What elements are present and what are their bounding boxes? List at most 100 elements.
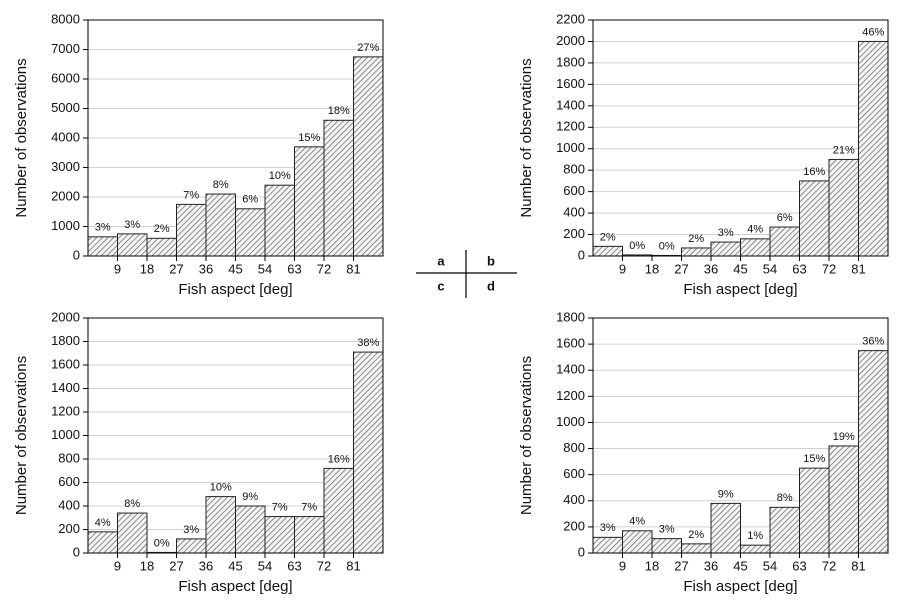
- bar: [117, 512, 148, 554]
- bar: [235, 505, 266, 554]
- y-tick-label: 4000: [51, 129, 80, 144]
- y-tick-label: 1000: [556, 414, 585, 429]
- x-tick-label: 9: [619, 261, 626, 276]
- bar: [769, 506, 800, 554]
- x-tick-label: 36: [704, 261, 718, 276]
- bar-label: 6%: [242, 194, 258, 206]
- x-tick-label: 27: [169, 558, 183, 573]
- bar: [205, 193, 236, 257]
- y-tick-label: 2000: [51, 188, 80, 203]
- bar-label: 8%: [124, 498, 140, 510]
- y-tick-label: 1400: [556, 362, 585, 377]
- x-tick-label: 63: [792, 558, 806, 573]
- y-tick-label: 600: [563, 466, 585, 481]
- y-tick-label: 600: [563, 183, 585, 198]
- y-tick-label: 2000: [51, 309, 80, 324]
- bar-label: 0%: [629, 240, 645, 252]
- bar-label: 19%: [833, 431, 855, 443]
- x-tick-label: 36: [199, 558, 213, 573]
- bar-label: 0%: [659, 240, 675, 252]
- key-label: b: [487, 253, 495, 268]
- y-tick-label: 1800: [51, 333, 80, 348]
- y-tick-label: 1400: [556, 97, 585, 112]
- y-tick-label: 0: [73, 544, 80, 559]
- bar: [323, 467, 354, 554]
- y-tick-label: 2200: [556, 11, 585, 26]
- bar-label: 38%: [357, 337, 379, 349]
- y-tick-label: 200: [563, 518, 585, 533]
- bar-label: 7%: [301, 501, 317, 513]
- bar: [87, 531, 118, 554]
- bar-label: 36%: [862, 336, 884, 348]
- panel: 0 200 400 600 800 1000 1200 1400 1600 1800 2000 9 18…: [13, 309, 384, 595]
- x-tick-label: 81: [851, 261, 865, 276]
- bar: [235, 208, 266, 257]
- bar: [592, 536, 623, 554]
- y-axis-title: Number of observations: [13, 356, 30, 515]
- bar: [622, 530, 653, 554]
- bar-label: 15%: [298, 132, 320, 144]
- x-tick-label: 54: [258, 558, 272, 573]
- y-tick-label: 400: [563, 492, 585, 507]
- y-tick-label: 1200: [556, 388, 585, 403]
- x-tick-label: 27: [674, 261, 688, 276]
- y-tick-label: 1600: [51, 356, 80, 371]
- y-axis-title: Number of observations: [13, 58, 30, 217]
- y-tick-label: 400: [563, 205, 585, 220]
- bar-label: 1%: [747, 530, 763, 542]
- bar-label: 0%: [154, 537, 170, 549]
- bar: [294, 516, 325, 554]
- x-tick-label: 72: [317, 261, 331, 276]
- x-tick-label: 81: [346, 261, 360, 276]
- bar: [146, 237, 177, 257]
- x-tick-label: 45: [228, 261, 242, 276]
- bar-label: 8%: [213, 179, 229, 191]
- bar-label: 9%: [718, 488, 734, 500]
- bar-label: 7%: [183, 189, 199, 201]
- plot-frame: [87, 19, 384, 257]
- bar-label: 15%: [803, 453, 825, 465]
- x-tick-label: 45: [228, 558, 242, 573]
- bar-label: 21%: [833, 144, 855, 156]
- y-axis-title: Number of observations: [518, 58, 535, 217]
- bar-label: 3%: [183, 524, 199, 536]
- x-tick-label: 9: [114, 558, 121, 573]
- y-tick-label: 200: [58, 521, 80, 536]
- bar-label: 9%: [242, 491, 258, 503]
- y-tick-label: 800: [563, 440, 585, 455]
- plot-frame: [592, 317, 889, 554]
- bar: [205, 496, 236, 554]
- bar-label: 7%: [272, 501, 288, 513]
- bar: [740, 544, 771, 554]
- y-tick-label: 7000: [51, 41, 80, 56]
- y-tick-label: 0: [578, 247, 585, 262]
- y-tick-label: 0: [578, 544, 585, 559]
- bar-label: 10%: [210, 482, 232, 494]
- bar-label: 3%: [124, 219, 140, 231]
- x-axis-title: Fish aspect [deg]: [178, 281, 292, 298]
- panel-key: a b c d: [416, 250, 517, 298]
- bar: [176, 203, 207, 257]
- y-tick-label: 2000: [556, 33, 585, 48]
- x-tick-label: 54: [763, 558, 777, 573]
- y-tick-label: 8000: [51, 11, 80, 26]
- bar: [176, 538, 207, 554]
- x-axis-title: Fish aspect [deg]: [683, 578, 797, 595]
- key-label: d: [487, 278, 495, 293]
- bar: [740, 238, 771, 257]
- bar-label: 10%: [269, 170, 291, 182]
- x-tick-label: 63: [792, 261, 806, 276]
- bar-label: 2%: [688, 529, 704, 541]
- y-tick-label: 800: [563, 162, 585, 177]
- y-tick-label: 400: [58, 497, 80, 512]
- x-tick-label: 18: [140, 261, 154, 276]
- y-tick-label: 1800: [556, 54, 585, 69]
- bar: [710, 502, 741, 554]
- y-tick-label: 1000: [556, 140, 585, 155]
- x-tick-label: 27: [674, 558, 688, 573]
- x-tick-label: 9: [114, 261, 121, 276]
- bar: [799, 180, 830, 257]
- bar: [264, 516, 295, 554]
- y-tick-label: 600: [58, 474, 80, 489]
